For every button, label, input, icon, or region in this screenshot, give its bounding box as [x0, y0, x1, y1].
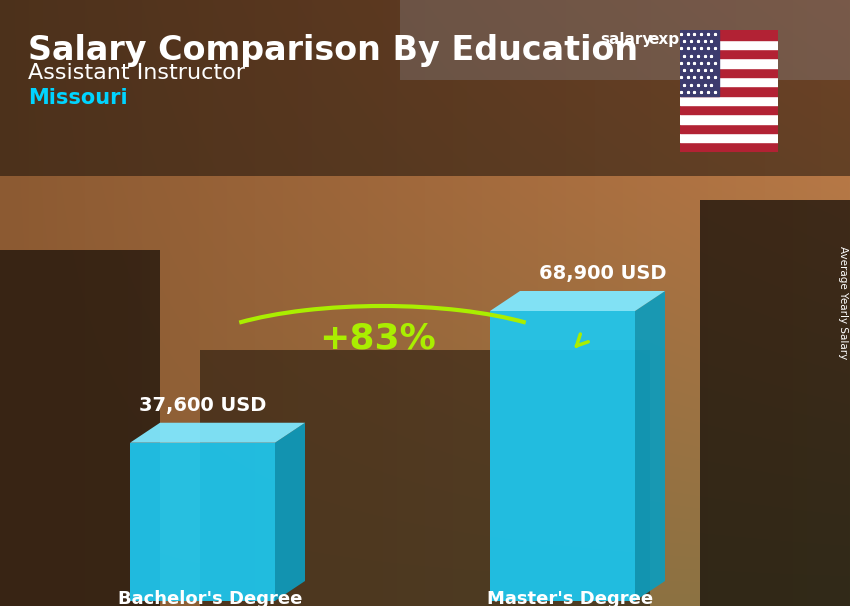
Text: Missouri: Missouri — [28, 88, 127, 108]
Text: .com: .com — [707, 32, 748, 47]
Text: 37,600 USD: 37,600 USD — [139, 396, 266, 415]
Bar — [680, 96, 778, 105]
Bar — [680, 86, 778, 96]
Polygon shape — [130, 443, 275, 601]
Bar — [680, 68, 778, 77]
Polygon shape — [275, 423, 305, 601]
Text: Salary Comparison By Education: Salary Comparison By Education — [28, 34, 638, 67]
Polygon shape — [635, 291, 665, 601]
Text: +83%: +83% — [319, 322, 436, 356]
Text: salary: salary — [600, 32, 652, 47]
Text: 68,900 USD: 68,900 USD — [539, 264, 666, 283]
Bar — [680, 114, 778, 124]
Polygon shape — [490, 311, 635, 601]
Polygon shape — [130, 423, 305, 443]
Bar — [680, 124, 778, 133]
Bar — [680, 133, 778, 142]
Polygon shape — [0, 0, 850, 176]
Text: Bachelor's Degree: Bachelor's Degree — [118, 590, 303, 606]
Bar — [680, 142, 778, 152]
Bar — [680, 58, 778, 68]
Bar — [680, 49, 778, 58]
Text: Average Yearly Salary: Average Yearly Salary — [838, 247, 848, 359]
Text: Master's Degree: Master's Degree — [487, 590, 653, 606]
Bar — [680, 30, 778, 39]
Bar — [680, 30, 719, 96]
Text: Assistant Instructor: Assistant Instructor — [28, 63, 245, 83]
Polygon shape — [490, 291, 665, 311]
Bar — [680, 105, 778, 114]
Bar — [680, 77, 778, 86]
Text: explorer: explorer — [648, 32, 720, 47]
Bar — [680, 39, 778, 49]
